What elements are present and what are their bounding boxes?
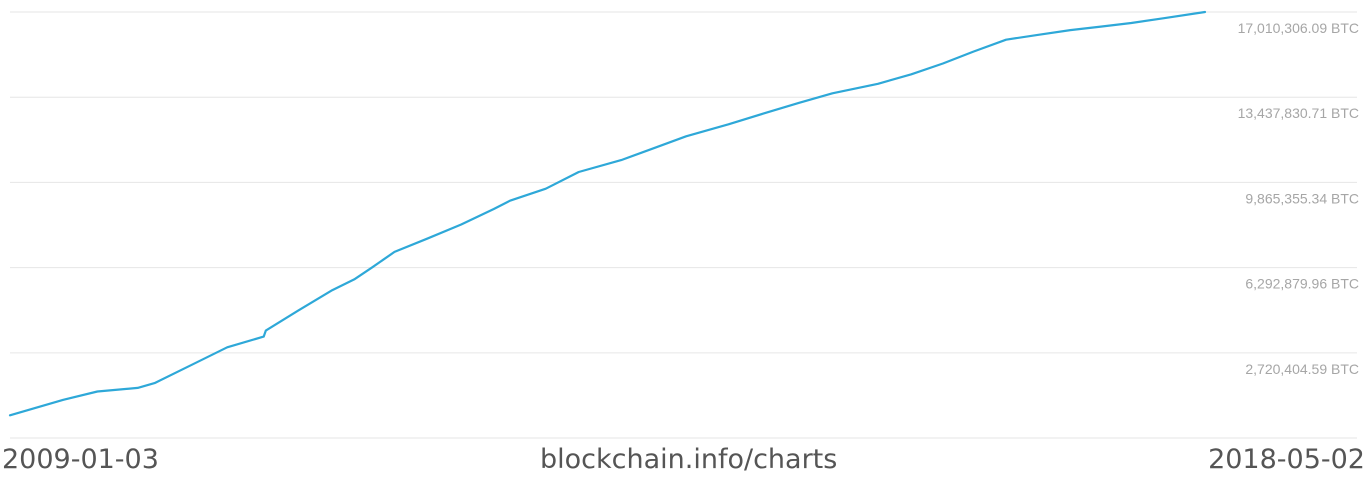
y-tick-label: 17,010,306.09 BTC [1238,20,1359,36]
y-tick-label: 13,437,830.71 BTC [1238,105,1359,121]
series-layer [8,10,1207,417]
gridlines [10,11,1357,439]
y-axis-tick-labels: 17,010,306.09 BTC 13,437,830.71 BTC 9,865,… [1238,20,1359,377]
y-tick-label: 6,292,879.96 BTC [1245,276,1359,292]
y-tick-label: 9,865,355.34 BTC [1245,190,1359,206]
end-date-label: 2018-05-02 [1208,444,1365,475]
source-label: blockchain.info/charts [540,444,838,475]
y-tick-label: 2,720,404.59 BTC [1245,361,1359,377]
start-date-label: 2009-01-03 [2,444,159,475]
chart-area: 17,010,306.09 BTC 13,437,830.71 BTC 9,865,… [8,10,1359,439]
series-line [8,10,1207,417]
